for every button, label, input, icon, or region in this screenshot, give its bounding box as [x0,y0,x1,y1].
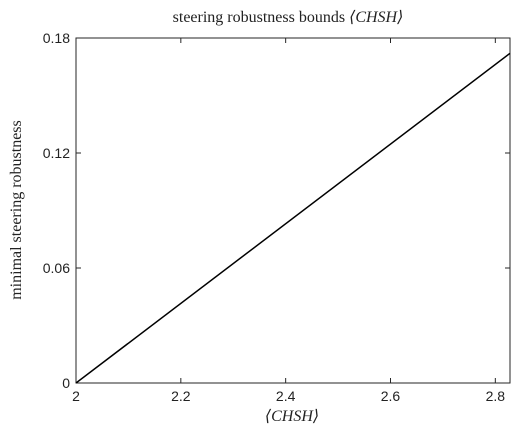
plot-area: 2 2.2 2.4 2.6 2.8 0 0.06 0.12 0.18 [43,30,511,404]
x-tick-label: 2 [72,388,80,404]
x-axis-label: ⟨CHSH⟩ [265,408,319,425]
y-tick-label: 0.06 [43,260,70,276]
y-axis-label: minimal steering robustness [8,120,25,300]
chart-title: steering robustness bounds ⟨CHSH⟩ [173,9,404,26]
series-line [75,52,511,384]
x-tick-label: 2.2 [171,388,191,404]
y-tick-label: 0 [62,375,70,391]
x-tick-label: 2.8 [486,388,506,404]
x-tick-label: 2.4 [276,388,296,404]
chart-title-prefix: steering robustness bounds [173,9,349,26]
plot-frame [75,37,511,384]
y-tick-label: 0.12 [43,145,70,161]
x-tick-label: 2.6 [381,388,401,404]
y-tick-label: 0.18 [43,30,70,46]
chart-title-math: ⟨CHSH⟩ [349,9,403,26]
